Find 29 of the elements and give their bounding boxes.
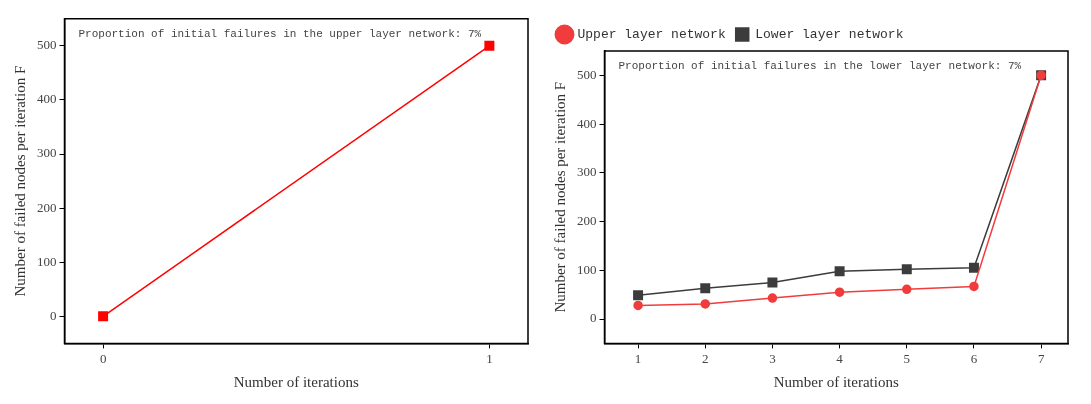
annotation: Proportion of initial failures in the lower layer network: 7% <box>618 60 1022 73</box>
y-tick-label: 300 <box>577 164 597 180</box>
x-tick-label: 3 <box>769 350 776 366</box>
y-axis-title: Number of failed nodes per iteration F <box>11 65 28 297</box>
x-tick-label: 1 <box>634 350 642 366</box>
y-tick-label: 300 <box>37 145 57 161</box>
y-tick-label: 500 <box>37 37 57 53</box>
x-axis-title: Number of iterations <box>233 373 359 390</box>
x-tick-label: 2 <box>702 350 709 366</box>
x-tick-label: 0 <box>99 350 107 366</box>
x-tick-label: 6 <box>970 350 978 366</box>
y-tick-label: 0 <box>590 310 597 326</box>
legend-label: Lower layer network <box>755 26 904 42</box>
annotation: Proportion of initial failures in the upper layer network: 7% <box>78 28 482 41</box>
y-axis-title: Number of failed nodes per iteration F <box>551 81 568 313</box>
y-tick-label: 500 <box>577 66 597 82</box>
x-axis-title: Number of iterations <box>773 373 899 390</box>
y-tick-label: 200 <box>577 212 597 228</box>
legend-label: Upper layer network <box>577 26 726 42</box>
y-tick-label: 400 <box>577 115 597 131</box>
x-tick-label: 5 <box>903 350 911 366</box>
y-tick-label: 100 <box>577 261 597 277</box>
y-tick-label: 100 <box>37 253 57 269</box>
y-tick-label: 400 <box>37 91 57 107</box>
x-tick-label: 7 <box>1037 350 1045 366</box>
y-tick-label: 200 <box>37 199 57 215</box>
x-tick-label: 4 <box>836 350 844 366</box>
y-tick-label: 0 <box>50 307 57 323</box>
x-tick-label: 1 <box>486 350 493 366</box>
